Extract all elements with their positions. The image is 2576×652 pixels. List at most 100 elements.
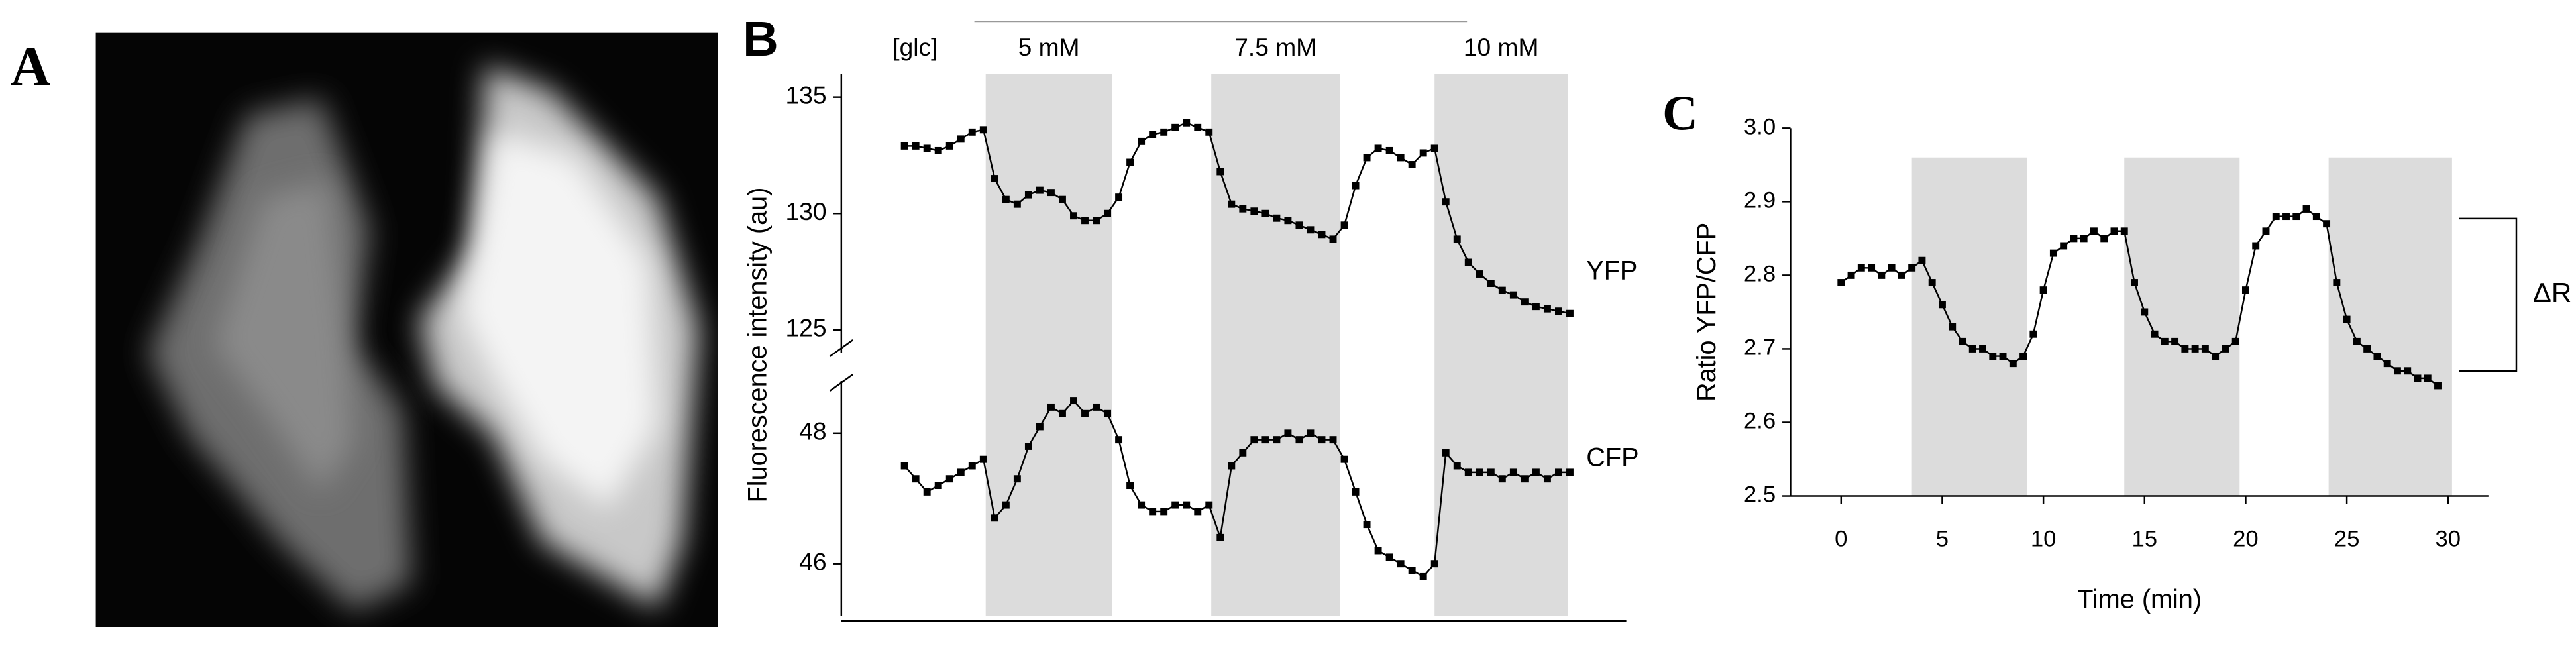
data-point [2171, 337, 2179, 345]
data-point [1329, 235, 1337, 243]
data-point [1183, 119, 1191, 127]
data-point [1543, 305, 1551, 313]
data-point [968, 462, 976, 470]
data-point [1081, 217, 1089, 225]
data-point [1138, 137, 1146, 145]
data-point [2252, 242, 2260, 250]
data-point [1273, 436, 1281, 444]
data-point [1261, 436, 1269, 444]
delta-bracket [2459, 217, 2518, 372]
data-point [2191, 345, 2199, 353]
data-point [1453, 235, 1461, 243]
data-point [2393, 367, 2401, 375]
data-point [2343, 315, 2351, 323]
data-point [2161, 337, 2169, 345]
data-point [1340, 221, 1348, 229]
y-tick-label: 2.5 [1744, 482, 1776, 508]
data-point [900, 462, 908, 470]
data-point [1149, 508, 1157, 516]
y-tick-label: 48 [799, 417, 826, 445]
data-point [1024, 191, 1032, 199]
stimulus-shade [985, 74, 1112, 616]
data-point [1047, 403, 1055, 411]
x-tick-label: 15 [2131, 527, 2157, 552]
series-line [1841, 207, 2439, 386]
data-point [1464, 258, 1472, 266]
data-point [957, 135, 965, 143]
data-point [1989, 353, 1997, 360]
data-point [2060, 242, 2068, 250]
data-point [1419, 149, 1427, 157]
stimulus-shade [2124, 157, 2240, 496]
data-point [2019, 353, 2027, 360]
data-point [1521, 298, 1529, 306]
y-tick-label: 2.8 [1744, 262, 1776, 287]
data-point [1476, 468, 1483, 476]
data-point [945, 142, 953, 150]
data-point [1013, 475, 1021, 483]
data-point [1464, 468, 1472, 476]
data-point [1307, 429, 1315, 437]
data-point [2272, 213, 2280, 221]
data-point [1532, 303, 1540, 311]
data-point [991, 175, 998, 182]
data-point [1374, 144, 1382, 152]
data-point [1408, 567, 1416, 574]
data-point [1430, 560, 1438, 568]
data-point [2039, 286, 2047, 294]
series-label: YFP [1586, 256, 1637, 286]
x-tick-label: 25 [2334, 527, 2360, 552]
data-point [2292, 213, 2300, 221]
stimulus-label: 10 mM [1464, 33, 1539, 61]
data-point [1949, 323, 1957, 331]
data-point [1216, 533, 1224, 541]
series-label: CFP [1586, 443, 1638, 472]
x-tick-label: 10 [2031, 527, 2057, 552]
data-point [2212, 353, 2220, 360]
data-point [912, 475, 920, 483]
data-point [923, 488, 931, 496]
data-point [1442, 449, 1450, 457]
data-point [2120, 227, 2128, 235]
data-point [1329, 436, 1337, 444]
stimulus-shade [1434, 74, 1568, 616]
data-point [2262, 227, 2270, 235]
delta-label: ΔR [2533, 277, 2572, 308]
data-point [1918, 256, 1926, 264]
data-point [2383, 360, 2391, 368]
data-point [1002, 501, 1010, 509]
data-point [2141, 308, 2149, 316]
panel-label: A [11, 36, 51, 97]
data-point [1138, 501, 1146, 509]
data-point [1532, 468, 1540, 476]
data-point [1126, 158, 1134, 166]
data-point [1419, 572, 1427, 580]
data-point [1059, 195, 1066, 203]
data-point [1059, 409, 1066, 417]
data-point [1284, 217, 1292, 225]
data-point [1340, 455, 1348, 463]
x-tick-label: 30 [2435, 527, 2461, 552]
data-point [1938, 301, 1946, 309]
data-point [1307, 226, 1315, 234]
data-point [2151, 330, 2159, 338]
x-tick-label: 5 [1936, 527, 1949, 552]
data-point [2029, 330, 2037, 338]
data-point [2100, 235, 2108, 243]
data-point [2090, 227, 2098, 235]
data-point [1013, 200, 1021, 208]
data-point [1250, 436, 1258, 444]
data-point [1036, 423, 1044, 431]
data-point [1171, 123, 1179, 131]
data-point [1999, 353, 2007, 360]
data-point [2181, 345, 2189, 353]
data-point [2333, 279, 2341, 286]
data-point [1261, 209, 1269, 217]
data-point [1352, 488, 1360, 496]
data-point [1566, 309, 1574, 317]
y-tick-label: 125 [786, 314, 827, 342]
data-point [1430, 144, 1438, 152]
data-point [1194, 508, 1202, 516]
data-point [1104, 209, 1112, 217]
